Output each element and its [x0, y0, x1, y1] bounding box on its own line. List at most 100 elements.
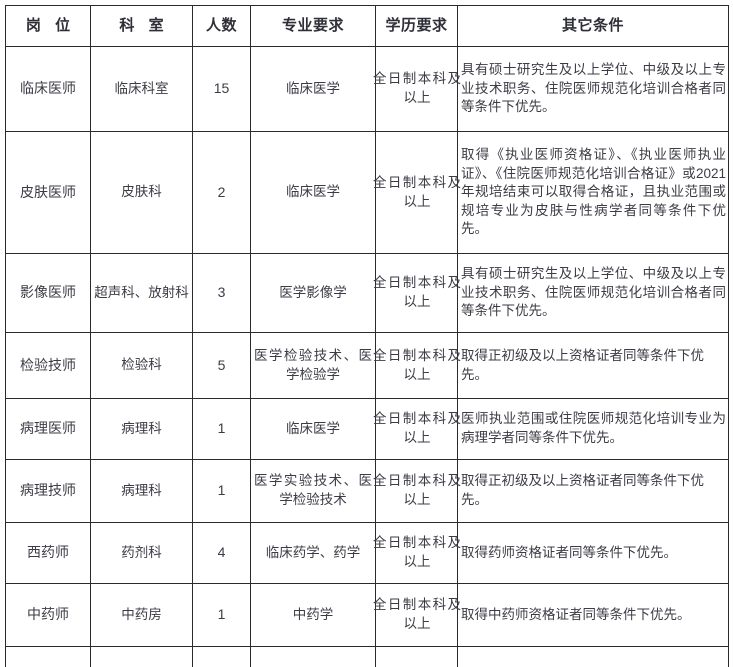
cell-other-text: 具有硕士研究生及以上学位、中级及以上专业技术职务、住院医师规范化培训合格者同等条… — [458, 59, 728, 119]
cell-edu: 全日制本科及以上 — [376, 333, 458, 399]
cell-count: 3 — [193, 254, 251, 333]
cell-post: 西药师 — [6, 523, 91, 584]
cell-major-text: 临床医学 — [251, 80, 375, 99]
cell-count: 1 — [193, 584, 251, 647]
table-header-row: 岗 位 科 室 人数 专业要求 学历要求 其它条件 — [6, 6, 729, 47]
cell-edu — [376, 647, 458, 667]
cell-post: 病理医师 — [6, 399, 91, 460]
cell-edu: 全日制本科及以上 — [376, 584, 458, 647]
table-row: 皮肤医师 皮肤科 2 临床医学全日制本科及以上取得《执业医师资格证》、《执业医师执业证… — [6, 132, 729, 254]
cell-other: 医师执业范围或住院医师规范化培训专业为病理学者同等条件下优先。 — [458, 399, 729, 460]
cell-other-text: 取得正初级及以上资格证者同等条件下优先。 — [458, 345, 728, 386]
cell-dept: 皮肤科 — [91, 132, 193, 254]
cell-major: 医学实验技术、医学检验技术 — [251, 460, 376, 523]
column-header-post: 岗 位 — [6, 6, 91, 47]
cell-edu: 全日制本科及以上 — [376, 47, 458, 132]
cell-dept-text: 中药房 — [121, 607, 162, 622]
column-header-major: 专业要求 — [251, 6, 376, 47]
cell-count: 2 — [193, 132, 251, 254]
cell-count: 5 — [193, 333, 251, 399]
column-header-label: 学历要求 — [385, 17, 447, 34]
cell-post-text: 西药师 — [27, 544, 69, 560]
cell-edu-text: 全日制本科及以上 — [373, 174, 461, 211]
cell-other-text: 取得正初级及以上资格证者同等条件下优先。 — [458, 470, 728, 511]
cell-other: 取得《执业医师资格证》、《执业医师执业证》、《住院医师规范化培训合格证》或202… — [458, 132, 729, 254]
cell-dept-text: 临床科室 — [115, 81, 169, 96]
column-header-edu: 学历要求 — [376, 6, 458, 47]
cell-count-text: 1 — [218, 420, 226, 436]
cell-other — [458, 647, 729, 667]
cell-major-text: 临床药学、药学 — [251, 544, 375, 563]
table-row: 病理技师 病理科 1 医学实验技术、医学检验技术全日制本科及以上取得正初级及以上资格证… — [6, 460, 729, 523]
cell-count-text: 15 — [214, 80, 230, 96]
column-header-label: 科 室 — [114, 17, 168, 34]
cell-edu-text: 全日制本科及以上 — [373, 70, 461, 107]
cell-other-text: 医师执业范围或住院医师规范化培训专业为病理学者同等条件下优先。 — [458, 408, 728, 449]
cell-post: 检验技师 — [6, 333, 91, 399]
cell-dept: 中药房 — [91, 584, 193, 647]
cell-major: 医学检验技术、医学检验学 — [251, 333, 376, 399]
cell-dept — [91, 647, 193, 667]
cell-count-text: 1 — [218, 606, 226, 622]
table-row: 检验技师 检验科 5 医学检验技术、医学检验学全日制本科及以上取得正初级及以上资格证者… — [6, 333, 729, 399]
table-row-partial — [6, 647, 729, 667]
cell-post-text: 影像医师 — [20, 284, 76, 300]
cell-major: 中药学 — [251, 584, 376, 647]
cell-count: 1 — [193, 460, 251, 523]
cell-edu-text: 全日制本科及以上 — [373, 534, 461, 571]
cell-dept-text: 病理科 — [121, 483, 162, 498]
cell-edu: 全日制本科及以上 — [376, 399, 458, 460]
cell-post-text: 皮肤医师 — [20, 184, 76, 200]
cell-major-text: 医学检验技术、医学检验学 — [251, 347, 375, 384]
cell-count-text: 5 — [218, 357, 226, 373]
cell-major-text: 临床医学 — [251, 183, 375, 202]
column-header-label: 其它条件 — [562, 17, 624, 34]
cell-dept-text: 皮肤科 — [121, 184, 162, 199]
cell-dept-text: 检验科 — [121, 357, 162, 372]
cell-edu: 全日制本科及以上 — [376, 254, 458, 333]
cell-post — [6, 647, 91, 667]
cell-post: 病理技师 — [6, 460, 91, 523]
cell-dept: 临床科室 — [91, 47, 193, 132]
cell-other-text: 具有硕士研究生及以上学位、中级及以上专业技术职务、住院医师规范化培训合格者同等条… — [458, 263, 728, 323]
column-header-dept: 科 室 — [91, 6, 193, 47]
cell-dept-text: 病理科 — [121, 421, 162, 436]
cell-post-text: 检验技师 — [20, 357, 76, 373]
cell-edu-text: 全日制本科及以上 — [373, 472, 461, 509]
column-header-label: 人数 — [206, 17, 237, 34]
cell-other: 取得正初级及以上资格证者同等条件下优先。 — [458, 460, 729, 523]
column-header-label: 专业要求 — [282, 17, 344, 34]
cell-major: 临床医学 — [251, 47, 376, 132]
cell-post-text: 临床医师 — [20, 80, 76, 96]
cell-post: 临床医师 — [6, 47, 91, 132]
cell-post-text: 中药师 — [27, 606, 69, 622]
cell-dept: 病理科 — [91, 399, 193, 460]
cell-count: 1 — [193, 399, 251, 460]
cell-edu-text: 全日制本科及以上 — [373, 347, 461, 384]
cell-dept-text: 超声科、放射科 — [94, 285, 189, 300]
cell-count — [193, 647, 251, 667]
cell-count-text: 4 — [218, 544, 226, 560]
cell-dept: 病理科 — [91, 460, 193, 523]
cell-dept-text: 药剂科 — [121, 545, 162, 560]
cell-other: 取得正初级及以上资格证者同等条件下优先。 — [458, 333, 729, 399]
cell-dept: 超声科、放射科 — [91, 254, 193, 333]
cell-edu-text: 全日制本科及以上 — [373, 410, 461, 447]
cell-edu: 全日制本科及以上 — [376, 460, 458, 523]
cell-count-text: 2 — [218, 184, 226, 200]
cell-count-text: 1 — [218, 482, 226, 498]
table-row: 临床医师 临床科室 15 临床医学全日制本科及以上具有硕士研究生及以上学位、中级及以上… — [6, 47, 729, 132]
cell-major: 临床医学 — [251, 132, 376, 254]
table-row: 中药师 中药房 1 中药学全日制本科及以上取得中药师资格证者同等条件下优先。 — [6, 584, 729, 647]
cell-major-text: 医学实验技术、医学检验技术 — [251, 472, 375, 509]
cell-major — [251, 647, 376, 667]
cell-other-text: 取得中药师资格证者同等条件下优先。 — [458, 604, 728, 627]
cell-edu-text: 全日制本科及以上 — [373, 274, 461, 311]
cell-post: 中药师 — [6, 584, 91, 647]
cell-edu: 全日制本科及以上 — [376, 523, 458, 584]
cell-edu-text: 全日制本科及以上 — [373, 596, 461, 633]
